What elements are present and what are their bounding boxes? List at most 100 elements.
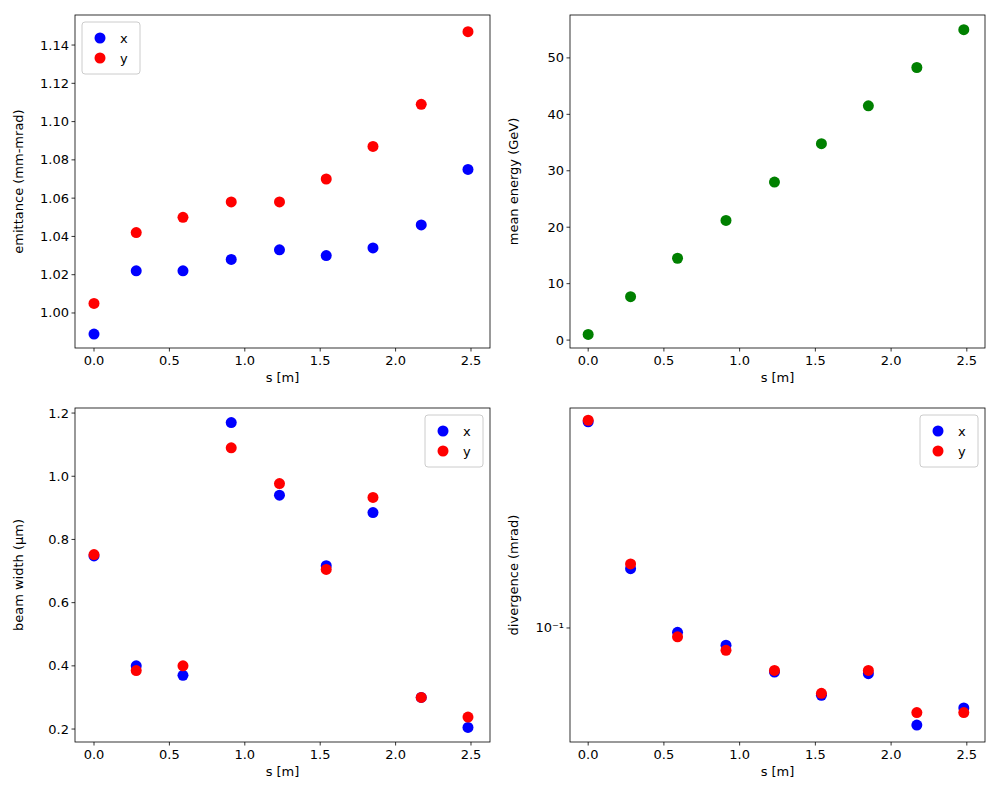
x-tick [470, 742, 471, 746]
y-tick [72, 274, 76, 275]
panel: 0.00.51.01.52.02.501020304050s [m]mean e… [506, 15, 985, 385]
y-tick [72, 476, 76, 477]
panel: 0.00.51.01.52.02.51.001.021.041.061.081.… [11, 15, 490, 385]
point [672, 253, 683, 264]
x-axis-label: s [m] [761, 370, 795, 385]
panel: 0.00.51.01.52.02.510⁻¹s [m]divergence (m… [506, 408, 985, 779]
point [226, 442, 237, 453]
x-tick-label: 0.5 [654, 353, 675, 368]
x-tick-label: 0.0 [84, 353, 105, 368]
point [863, 665, 874, 676]
point [816, 138, 827, 149]
x-tick [663, 742, 664, 746]
x-tick [244, 348, 245, 352]
y-tick [567, 57, 571, 58]
point [911, 707, 922, 718]
x-tick-label: 1.0 [234, 747, 255, 762]
legend-box [425, 415, 483, 467]
point [177, 265, 188, 276]
x-tick-label: 0.5 [159, 353, 180, 368]
y-tick [72, 602, 76, 603]
x-tick [244, 742, 245, 746]
x-axis-label: s [m] [266, 764, 300, 779]
plot-area [89, 417, 474, 733]
panel: 0.00.51.01.52.02.50.20.40.60.81.01.2s [m… [11, 406, 490, 779]
x-tick [891, 742, 892, 746]
x-tick [94, 742, 95, 746]
y-tick-label: 1.10 [40, 114, 69, 129]
x-tick-label: 0.0 [578, 747, 599, 762]
x-tick-label: 2.5 [461, 353, 482, 368]
point [416, 692, 427, 703]
x-tick-label: 2.0 [881, 353, 902, 368]
y-tick-label: 0 [556, 333, 564, 348]
point [89, 298, 100, 309]
y-tick-label: 1.14 [40, 38, 69, 53]
point [177, 212, 188, 223]
x-tick-label: 0.0 [84, 747, 105, 762]
x-tick [320, 742, 321, 746]
point [274, 196, 285, 207]
point [321, 564, 332, 575]
y-tick-label: 1.12 [40, 76, 69, 91]
legend-marker [438, 426, 449, 437]
y-tick-label: 20 [547, 220, 564, 235]
point [958, 24, 969, 35]
point [769, 177, 780, 188]
y-tick-label: 1.06 [40, 191, 69, 206]
x-tick [94, 348, 95, 352]
y-tick-label: 1.0 [48, 469, 69, 484]
point [131, 227, 142, 238]
point [416, 692, 427, 703]
x-tick-label: 1.5 [310, 353, 331, 368]
plot-area [89, 26, 474, 339]
point [131, 265, 142, 276]
y-tick [72, 159, 76, 160]
y-tick-label: 50 [547, 50, 564, 65]
point [367, 507, 378, 518]
x-tick-label: 0.5 [654, 747, 675, 762]
point [721, 215, 732, 226]
y-tick [567, 114, 571, 115]
y-tick [567, 283, 571, 284]
x-tick [663, 348, 664, 352]
point [583, 329, 594, 340]
legend-label: x [958, 424, 966, 439]
axes-frame [570, 15, 985, 348]
point [89, 549, 100, 560]
plot-area [583, 415, 970, 731]
point [583, 415, 594, 426]
x-tick-label: 1.0 [234, 353, 255, 368]
legend: xy [425, 415, 483, 467]
legend-box [82, 22, 140, 74]
point [816, 688, 827, 699]
point [274, 244, 285, 255]
x-tick-label: 0.5 [159, 747, 180, 762]
legend-marker [438, 446, 449, 457]
y-tick [72, 312, 76, 313]
legend: xy [82, 22, 140, 74]
point [462, 164, 473, 175]
x-tick-label: 1.5 [805, 353, 826, 368]
point [274, 478, 285, 489]
x-tick-label: 2.0 [385, 353, 406, 368]
legend-label: y [958, 444, 966, 459]
x-tick-label: 1.5 [310, 747, 331, 762]
x-tick [815, 348, 816, 352]
y-tick-label: 1.2 [48, 406, 69, 421]
legend-label: y [463, 444, 471, 459]
x-tick-label: 2.5 [956, 747, 977, 762]
y-tick [72, 121, 76, 122]
point [131, 665, 142, 676]
x-tick [588, 742, 589, 746]
point [367, 242, 378, 253]
x-tick [169, 742, 170, 746]
legend: xy [920, 415, 978, 467]
axes-frame [570, 408, 985, 742]
point [721, 645, 732, 656]
y-tick-label: 0.4 [48, 658, 69, 673]
legend-marker [95, 33, 106, 44]
plot-area [583, 24, 970, 340]
x-tick [395, 348, 396, 352]
point [321, 250, 332, 261]
